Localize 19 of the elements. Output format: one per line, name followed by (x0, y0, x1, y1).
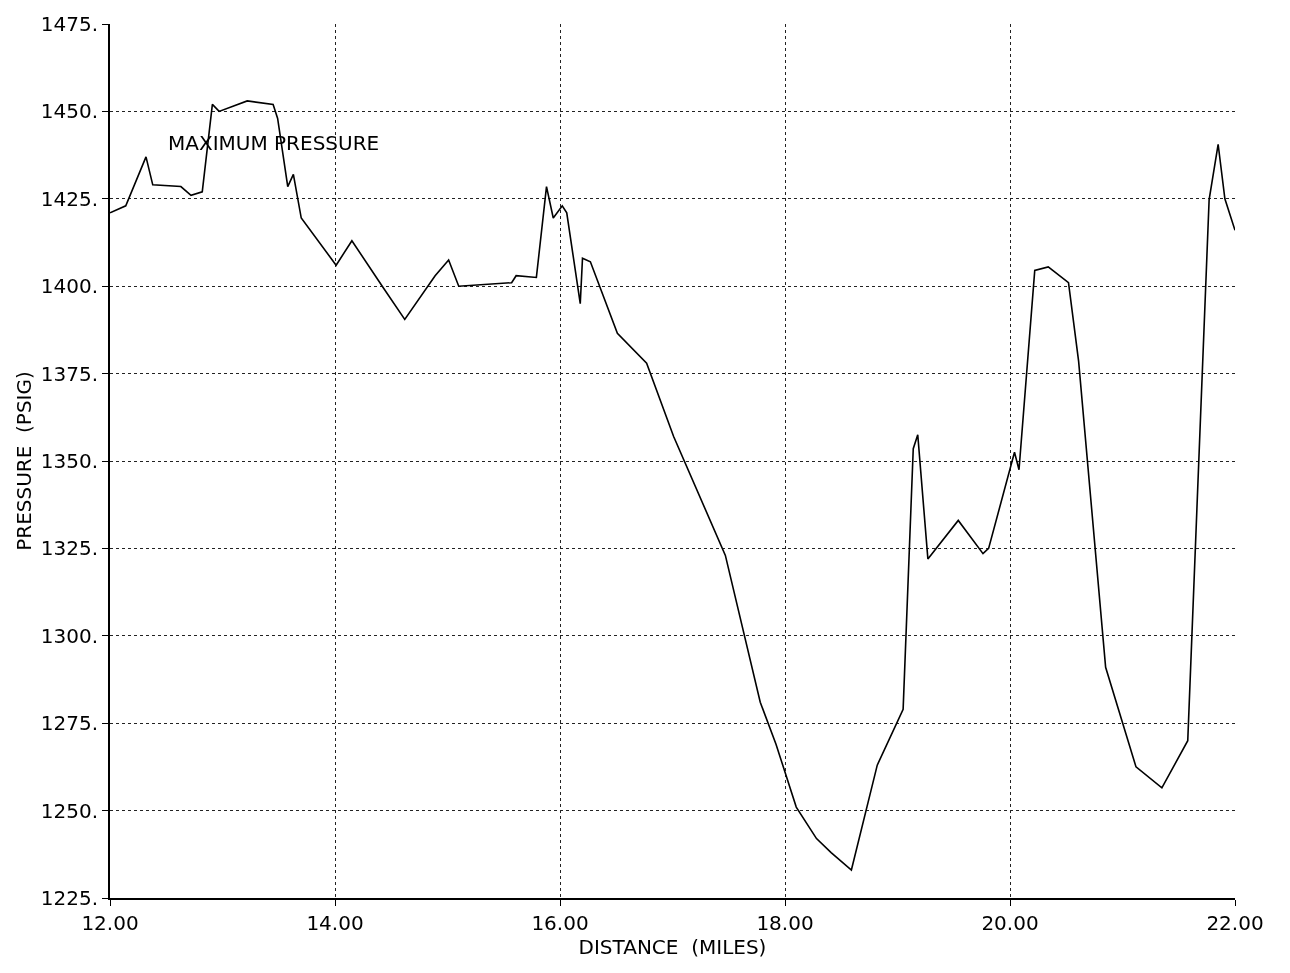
x-tick-label: 20.00 (981, 911, 1039, 935)
x-axis-title: DISTANCE (MILES) (578, 935, 767, 959)
y-tick-label: 1325. (40, 536, 98, 561)
y-tick-label: 1400. (40, 274, 98, 299)
y-axis-title: PRESSURE (PSIG) (11, 371, 36, 551)
y-tick-label: 1225. (40, 886, 98, 910)
x-tick-label: 14.00 (306, 911, 364, 935)
y-tick-label: 1475. (40, 12, 98, 36)
y-tick-label: 1300. (40, 623, 98, 648)
x-tick-label: 22.00 (1206, 911, 1264, 935)
x-tick-label: 18.00 (756, 911, 814, 935)
x-tick-label: 16.00 (531, 911, 589, 935)
y-tick-label: 1275. (40, 711, 98, 736)
y-tick-label: 1450. (40, 99, 98, 124)
y-tick-label: 1350. (40, 449, 98, 473)
y-tick-label: 1425. (40, 186, 98, 211)
y-tick-label: 1375. (40, 361, 98, 386)
x-tick-label: 12.00 (81, 911, 139, 935)
y-tick-label: 1250. (40, 798, 98, 823)
